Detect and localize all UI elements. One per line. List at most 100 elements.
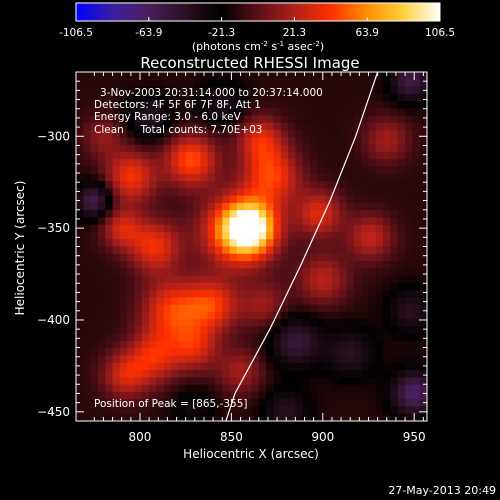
- heatmap-cell: [127, 282, 136, 291]
- heatmap-cell: [207, 268, 216, 277]
- heatmap-cell: [214, 188, 223, 197]
- heatmap-cell: [361, 275, 370, 284]
- heatmap-cell: [244, 231, 253, 240]
- heatmap-cell: [346, 377, 355, 386]
- heatmap-cell: [127, 79, 136, 88]
- heatmap-cell: [127, 341, 136, 349]
- heatmap-cell: [375, 362, 384, 371]
- heatmap-cell: [390, 348, 399, 357]
- heatmap-cell: [90, 130, 99, 139]
- heatmap-cell: [134, 101, 143, 109]
- heatmap-cell: [171, 239, 179, 248]
- annotation-energy: Energy Range: 3.0 - 6.0 keV: [94, 111, 242, 123]
- heatmap-cell: [339, 377, 348, 386]
- heatmap-cell: [134, 246, 143, 255]
- heatmap-cell: [105, 282, 114, 291]
- heatmap-cell: [83, 93, 92, 102]
- heatmap-cell: [112, 188, 121, 197]
- heatmap-cell: [280, 173, 289, 182]
- heatmap-cell: [119, 173, 128, 182]
- heatmap-cell: [207, 79, 216, 88]
- heatmap-cell: [222, 144, 231, 153]
- heatmap-cell: [244, 261, 253, 269]
- heatmap-cell: [244, 166, 253, 175]
- heatmap-cell: [419, 406, 427, 415]
- heatmap-cell: [97, 151, 106, 160]
- heatmap-cell: [280, 406, 289, 415]
- heatmap-cell: [156, 151, 165, 160]
- heatmap-cell: [97, 246, 106, 255]
- heatmap-cell: [361, 188, 370, 197]
- heatmap-cell: [222, 370, 231, 378]
- heatmap-cell: [214, 326, 223, 335]
- heatmap-cell: [288, 311, 296, 320]
- heatmap-cell: [288, 348, 296, 357]
- colorbar-tick-label: 21.3: [283, 27, 306, 39]
- heatmap-cell: [273, 122, 282, 131]
- heatmap-cell: [156, 290, 165, 298]
- heatmap-cell: [390, 355, 399, 364]
- heatmap-cell: [412, 231, 421, 240]
- heatmap-cell: [236, 224, 245, 233]
- heatmap-cell: [419, 246, 427, 255]
- heatmap-cell: [127, 130, 136, 139]
- heatmap-cell: [171, 253, 179, 262]
- heatmap-cell: [244, 217, 253, 226]
- heatmap-cell: [207, 297, 216, 306]
- heatmap-cell: [273, 217, 282, 226]
- heatmap-cell: [200, 377, 209, 386]
- heatmap-cell: [390, 377, 399, 386]
- heatmap-cell: [200, 391, 209, 400]
- heatmap-cell: [112, 173, 121, 182]
- heatmap-cell: [141, 253, 150, 262]
- heatmap-cell: [185, 72, 194, 80]
- heatmap-cell: [419, 79, 427, 88]
- heatmap-cell: [83, 268, 92, 277]
- heatmap-cell: [141, 275, 150, 284]
- heatmap-cell: [412, 406, 421, 415]
- heatmap-cell: [361, 377, 370, 386]
- heatmap-cell: [127, 377, 136, 386]
- heatmap-cell: [171, 195, 179, 204]
- heatmap-cell: [178, 290, 187, 298]
- heatmap-cell: [419, 311, 427, 320]
- heatmap-cell: [397, 137, 406, 146]
- heatmap-cell: [412, 413, 421, 421]
- heatmap-cell: [251, 355, 260, 364]
- heatmap-cell: [83, 115, 92, 124]
- heatmap-cell: [105, 122, 114, 131]
- heatmap-cell: [390, 210, 399, 219]
- heatmap-cell: [112, 137, 121, 146]
- heatmap-cell: [222, 311, 231, 320]
- heatmap-cell: [317, 101, 326, 109]
- heatmap-cell: [141, 311, 150, 320]
- heatmap-cell: [310, 86, 318, 95]
- heatmap-cell: [244, 253, 253, 262]
- heatmap-cell: [244, 151, 253, 160]
- heatmap-cell: [361, 297, 370, 306]
- heatmap-cell: [310, 399, 318, 408]
- heatmap-cell: [90, 384, 99, 393]
- heatmap-cell: [353, 326, 362, 335]
- heatmap-cell: [185, 348, 194, 357]
- heatmap-cell: [141, 348, 150, 357]
- heatmap-cell: [361, 311, 370, 320]
- heatmap-cell: [346, 399, 355, 408]
- heatmap-cell: [244, 275, 253, 284]
- heatmap-cell: [229, 188, 238, 197]
- heatmap-cell: [266, 137, 275, 146]
- heatmap-cell: [331, 122, 340, 131]
- heatmap-cell: [324, 224, 333, 233]
- heatmap-cell: [236, 319, 245, 328]
- heatmap-cell: [90, 217, 99, 226]
- heatmap-cell: [368, 399, 377, 408]
- heatmap-cell: [302, 253, 311, 262]
- heatmap-cell: [280, 101, 289, 109]
- heatmap-cell: [244, 413, 253, 421]
- heatmap-cell: [222, 79, 231, 88]
- heatmap-cell: [273, 195, 282, 204]
- heatmap-cell: [193, 362, 201, 371]
- heatmap-cell: [83, 144, 92, 153]
- heatmap-cell: [310, 406, 318, 415]
- heatmap-cell: [222, 290, 231, 298]
